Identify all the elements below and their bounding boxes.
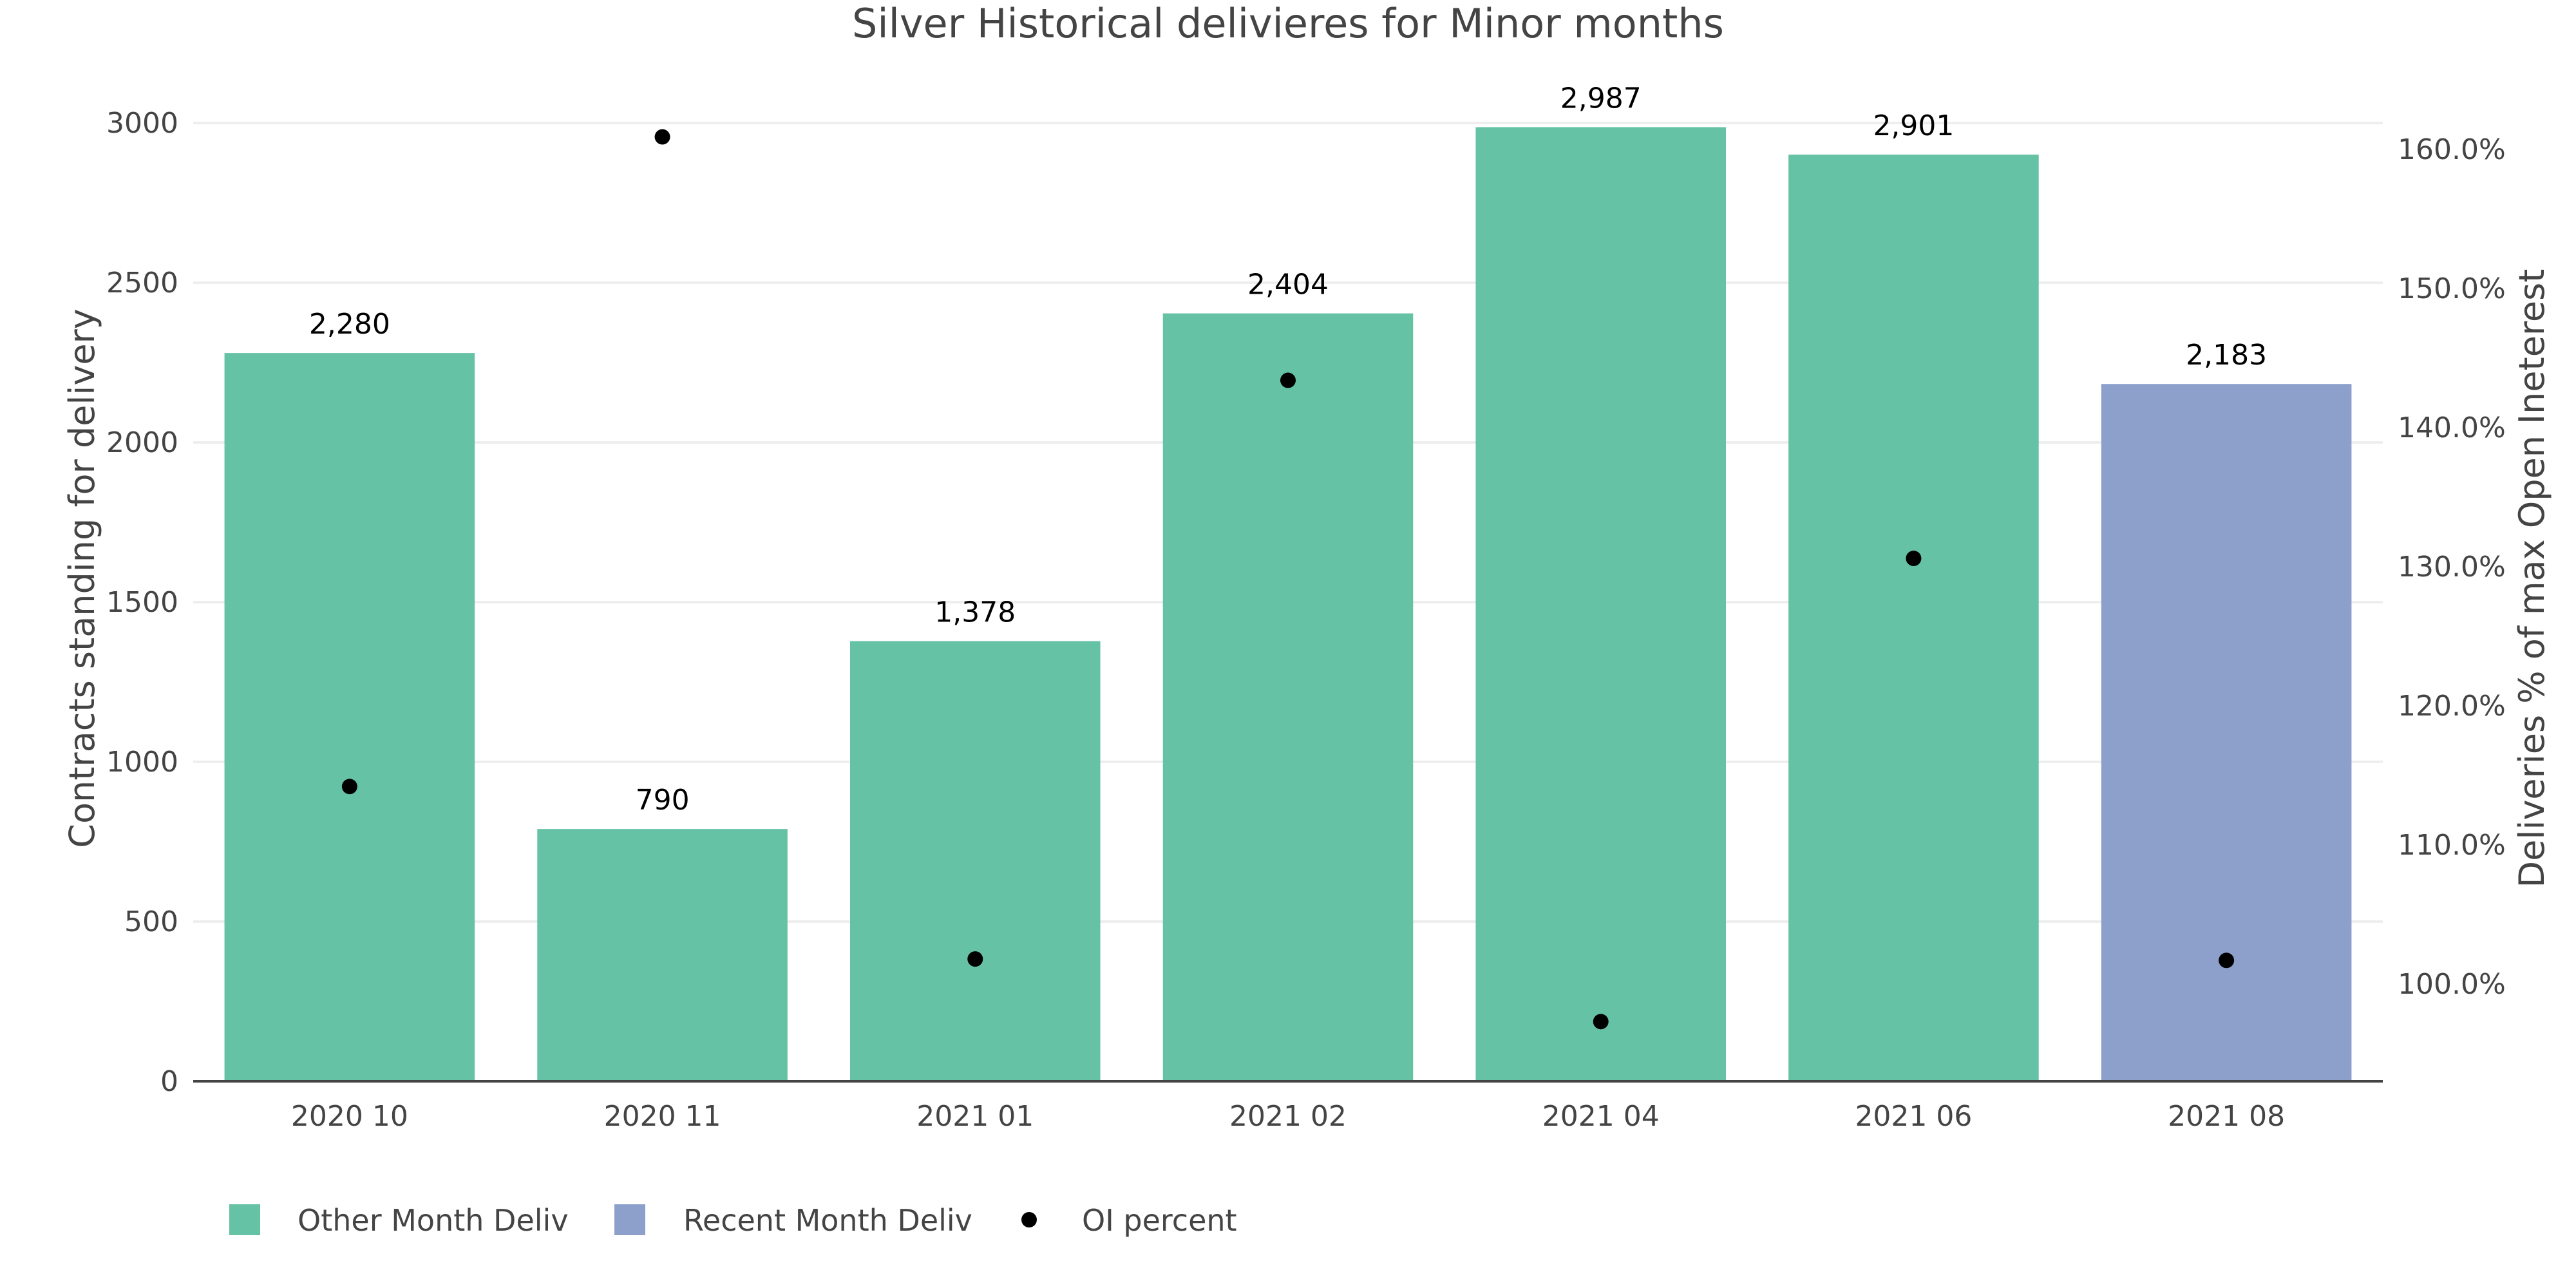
y2-tick-label: 110.0%: [2398, 829, 2506, 862]
bar-value-label: 2,404: [1247, 269, 1329, 301]
oi-percent-point[interactable]: [1593, 1014, 1609, 1030]
y2-tick-label: 120.0%: [2398, 690, 2506, 723]
y2-axis-title: Deliveries % of max Open Ineterest: [2512, 269, 2552, 888]
x-tick-label: 2021 08: [2168, 1100, 2285, 1133]
y2-axis-ticks: 100.0% 110.0% 120.0% 130.0% 140.0% 150.0% 160.…: [2398, 133, 2506, 1001]
x-tick-label: 2021 06: [1855, 1100, 1972, 1133]
bar-2021-02[interactable]: [1162, 313, 1414, 1082]
bar-2021-06[interactable]: [1788, 155, 2039, 1081]
bar-value-label: 2,987: [1560, 82, 1642, 115]
bar-value-label: 2,280: [309, 308, 390, 341]
legend-label-recent-month: Recent Month Deliv: [683, 1203, 972, 1238]
y2-tick-label: 130.0%: [2398, 551, 2506, 583]
legend-item-recent-month[interactable]: Recent Month Deliv: [614, 1203, 972, 1238]
legend-label-oi-percent: OI percent: [1082, 1203, 1237, 1238]
y-tick-label: 2000: [106, 426, 178, 459]
data-labels: 2,280 790 1,378 2,404 2,987 2,901 2,183: [309, 82, 2267, 817]
bar-value-label: 1,378: [934, 596, 1016, 629]
y-tick-label: 3000: [106, 107, 178, 140]
x-axis-ticks: 2020 10 2020 11 2021 01 2021 02 2021 04 2021 …: [291, 1100, 2285, 1133]
y2-tick-label: 100.0%: [2398, 968, 2506, 1001]
bar-value-label: 2,901: [1873, 109, 1954, 142]
legend-label-other-month: Other Month Deliv: [298, 1203, 569, 1238]
x-tick-label: 2021 01: [916, 1100, 1034, 1133]
y-axis-ticks: 0 500 1000 1500 2000 2500 3000: [106, 107, 178, 1098]
oi-percent-point[interactable]: [1280, 372, 1296, 388]
y2-tick-label: 150.0%: [2398, 272, 2506, 305]
y2-tick-label: 160.0%: [2398, 133, 2506, 166]
oi-percent-points: [341, 129, 2235, 1030]
y-tick-label: 2500: [106, 267, 178, 299]
y-axis-title: Contracts standing for delivery: [62, 308, 102, 848]
bar-2021-01[interactable]: [850, 641, 1101, 1081]
legend-item-oi-percent[interactable]: OI percent: [1021, 1203, 1237, 1238]
oi-percent-point[interactable]: [967, 951, 983, 967]
y2-tick-label: 140.0%: [2398, 412, 2506, 444]
y-tick-label: 500: [124, 905, 178, 938]
oi-percent-point[interactable]: [1906, 551, 1922, 567]
legend-marker-oi-percent: [1021, 1212, 1037, 1227]
y-tick-label: 0: [160, 1065, 178, 1098]
y-tick-label: 1000: [106, 746, 178, 779]
bar-value-label: 790: [636, 784, 690, 817]
legend-swatch-recent-month: [614, 1204, 645, 1235]
bar-2020-11[interactable]: [537, 829, 788, 1081]
oi-percent-point[interactable]: [2219, 952, 2235, 969]
y-tick-label: 1500: [106, 586, 178, 619]
legend-item-other-month[interactable]: Other Month Deliv: [229, 1203, 569, 1238]
x-tick-label: 2020 11: [604, 1100, 721, 1133]
x-tick-label: 2021 02: [1229, 1100, 1347, 1133]
oi-percent-point[interactable]: [341, 779, 357, 795]
bar-2021-04[interactable]: [1475, 127, 1726, 1081]
oi-percent-point[interactable]: [654, 129, 670, 145]
x-tick-label: 2020 10: [291, 1100, 408, 1133]
bar-value-label: 2,183: [2186, 339, 2267, 372]
bars: [224, 127, 2352, 1082]
legend-swatch-other-month: [229, 1204, 260, 1235]
bar-2020-10[interactable]: [224, 353, 475, 1081]
legend: Other Month Deliv Recent Month Deliv OI …: [229, 1203, 1237, 1238]
x-tick-label: 2021 04: [1542, 1100, 1660, 1133]
bar-2021-08[interactable]: [2101, 384, 2352, 1082]
chart-title: Silver Historical delivieres for Minor m…: [852, 0, 1724, 47]
